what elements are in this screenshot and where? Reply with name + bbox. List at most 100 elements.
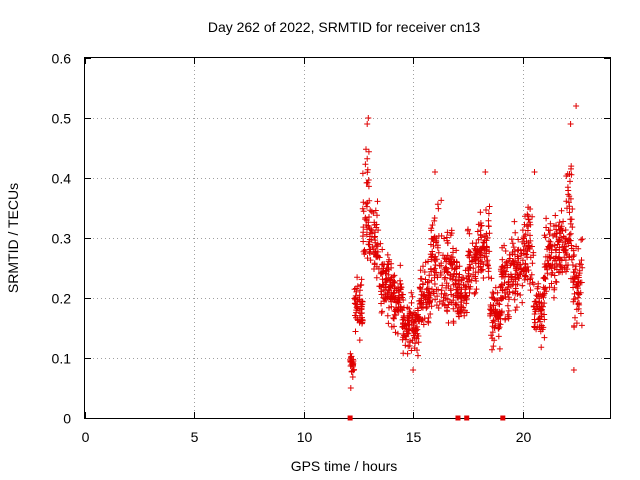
data-point [418,275,425,282]
data-point [376,254,383,261]
data-point [458,286,465,293]
data-point [570,284,577,291]
data-point [438,287,445,294]
data-point [450,258,457,265]
data-point [477,209,484,216]
data-point [452,276,459,283]
data-point [464,278,471,285]
data-point [390,315,397,321]
data-point [388,303,395,310]
data-point [390,277,396,284]
data-point [571,269,578,276]
data-point [522,231,529,238]
data-point [378,288,384,295]
data-point [489,289,496,296]
data-point [467,283,474,290]
data-point [351,295,358,302]
data-point [378,270,385,277]
data-point [573,272,580,279]
data-point [566,171,573,177]
data-point [522,261,529,268]
data-point [364,155,371,162]
data-point [432,253,439,260]
data-point [413,335,420,342]
data-point [438,197,445,204]
data-point [485,217,492,224]
data-point [498,268,504,275]
data-point [547,220,554,227]
data-point [490,343,497,350]
data-point [564,266,571,273]
data-point [565,187,572,194]
data-point [391,272,398,279]
data-point [570,279,577,286]
data-point [434,201,441,208]
data-point [527,276,533,283]
data-point [433,286,440,293]
data-point [540,294,547,301]
data-point [577,310,584,317]
data-point [531,169,538,175]
data-point [519,282,526,289]
data-point [390,290,397,297]
data-point [421,269,428,275]
data-point [364,255,371,262]
data-point [516,275,522,282]
data-point [458,277,465,284]
data-point [576,267,583,274]
data-point [409,293,416,300]
data-point [511,218,518,225]
data-point [556,249,563,256]
data-point [541,286,548,293]
data-point [477,249,484,256]
data-point [537,328,544,335]
data-point [367,207,374,214]
data-point [558,223,565,230]
data-point [511,296,518,303]
data-point [363,200,369,207]
data-point [379,276,386,283]
data-point [519,257,526,264]
data-point [379,308,386,315]
data-point [510,244,517,251]
data-point [461,312,468,319]
chart-title: Day 262 of 2022, SRMTID for receiver cn1… [208,19,481,35]
data-point [496,345,503,352]
data-point [578,279,585,286]
data-point [527,232,533,239]
data-point [571,252,578,258]
data-point [401,322,408,329]
data-point [467,265,474,271]
data-point [353,285,359,292]
data-point [431,256,438,263]
data-point [384,251,391,258]
data-point [500,264,507,271]
data-point [504,302,511,309]
data-point [372,248,379,255]
data-point [480,275,487,281]
data-point [475,269,482,276]
data-point [489,329,496,336]
data-point [420,321,427,328]
data-point [456,278,462,285]
data-point [365,219,372,226]
data-point [457,310,464,316]
data-point [393,299,400,306]
data-point [553,260,560,267]
data-point [468,277,475,284]
data-point [494,289,501,296]
data-point [533,292,540,299]
data-point [487,310,494,317]
data-point [463,292,469,299]
data-point [501,280,508,286]
data-point [575,285,581,292]
data-point [388,323,395,330]
data-point [569,262,576,268]
data-point [551,294,557,301]
data-point [357,282,364,289]
data-point [568,242,575,249]
data-point [562,257,569,264]
data-point [411,318,418,325]
data-point [551,242,558,249]
